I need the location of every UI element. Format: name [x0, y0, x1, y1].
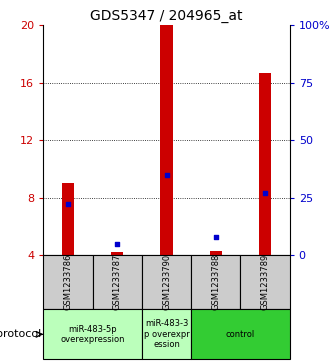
Bar — [191, 255, 240, 309]
Bar — [43, 309, 142, 359]
Point — [213, 234, 218, 240]
Text: miR-483-5p
overexpression: miR-483-5p overexpression — [60, 325, 125, 344]
Text: GSM1233789: GSM1233789 — [260, 254, 270, 310]
Point — [164, 172, 169, 178]
Text: GSM1233788: GSM1233788 — [211, 254, 220, 310]
Bar — [142, 255, 191, 309]
Bar — [43, 255, 93, 309]
Bar — [93, 255, 142, 309]
Title: GDS5347 / 204965_at: GDS5347 / 204965_at — [90, 9, 243, 23]
Bar — [142, 309, 191, 359]
Bar — [259, 73, 271, 255]
Text: GSM1233786: GSM1233786 — [63, 254, 73, 310]
Point — [115, 241, 120, 246]
Bar — [161, 25, 172, 255]
Bar — [111, 252, 123, 255]
Text: miR-483-3
p overexpr
ession: miR-483-3 p overexpr ession — [144, 319, 189, 349]
Text: control: control — [226, 330, 255, 339]
Bar — [210, 251, 222, 255]
Text: GSM1233787: GSM1233787 — [113, 254, 122, 310]
Point — [65, 201, 71, 207]
Bar — [240, 255, 290, 309]
Text: protocol: protocol — [0, 329, 41, 339]
Bar — [191, 309, 290, 359]
Point — [262, 190, 268, 196]
Bar — [62, 183, 74, 255]
Text: GSM1233790: GSM1233790 — [162, 254, 171, 310]
